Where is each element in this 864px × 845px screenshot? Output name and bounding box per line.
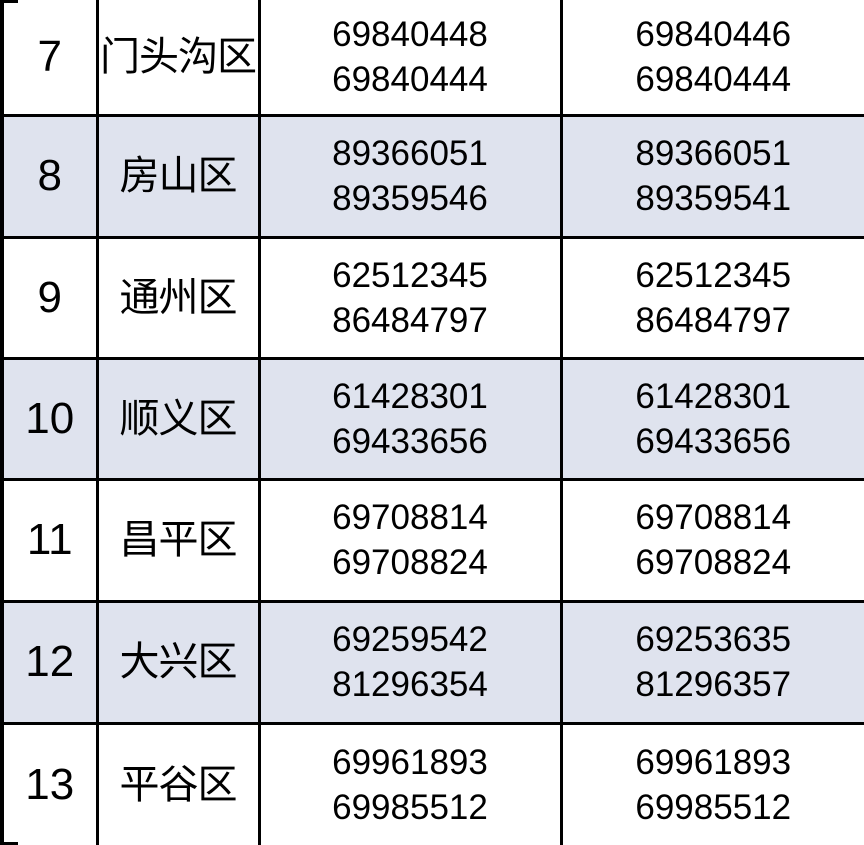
district-name-cell: 通州区 [95, 235, 261, 360]
district-name-cell: 房山区 [95, 113, 261, 239]
row-number-cell: 8 [0, 113, 99, 239]
phone-cell-primary: 69961893 69985512 [257, 721, 563, 845]
district-name-cell: 大兴区 [95, 599, 261, 725]
row-number-cell: 11 [0, 477, 99, 603]
phone-cell-secondary: 69840446 69840444 [559, 0, 864, 117]
table-row: 13 平谷区 69961893 69985512 69961893 69985512 [0, 721, 864, 845]
phone-cell-primary: 61428301 69433656 [257, 356, 563, 481]
table-row: 9 通州区 62512345 86484797 62512345 86484797 [0, 235, 864, 360]
table-row: 7 门头沟区 69840448 69840444 69840446 69840444 [0, 0, 864, 117]
table-row: 11 昌平区 69708814 69708824 69708814 69708824 [0, 477, 864, 603]
table-row: 12 大兴区 69259542 81296354 69253635 81296357 [0, 599, 864, 725]
phone-number: 69253635 [635, 620, 792, 659]
phone-number: 61428301 [635, 376, 792, 416]
district-name-cell: 平谷区 [95, 721, 261, 845]
row-number-cell: 10 [0, 356, 99, 481]
table-row: 10 顺义区 61428301 69433656 61428301 69433656 [0, 356, 864, 481]
row-number-cell: 12 [0, 599, 99, 725]
district-name-cell: 顺义区 [95, 356, 261, 481]
row-number-cell: 7 [0, 0, 99, 117]
phone-number: 62512345 [332, 255, 488, 295]
phone-number: 86484797 [635, 300, 792, 340]
district-name-cell: 门头沟区 [95, 0, 261, 117]
phone-number: 89366051 [332, 134, 488, 173]
cropped-top-border-fragment [0, 0, 18, 3]
phone-number: 69708814 [635, 498, 792, 537]
phone-cell-secondary: 69253635 81296357 [559, 599, 864, 725]
phone-number: 61428301 [332, 376, 488, 416]
phone-number: 69961893 [332, 742, 488, 782]
phone-cell-secondary: 69961893 69985512 [559, 721, 864, 845]
phone-number: 89359541 [635, 179, 792, 218]
phone-number: 69985512 [635, 787, 792, 827]
phone-number: 69433656 [332, 421, 488, 461]
phone-number: 62512345 [635, 255, 792, 295]
phone-cell-secondary: 89366051 89359541 [559, 113, 864, 239]
phone-cell-primary: 69259542 81296354 [257, 599, 563, 725]
phone-number: 69840444 [635, 59, 792, 99]
phone-number: 69433656 [635, 421, 792, 461]
phone-cell-primary: 89366051 89359546 [257, 113, 563, 239]
phone-cell-secondary: 69708814 69708824 [559, 477, 864, 603]
table-row: 8 房山区 89366051 89359546 89366051 89359541 [0, 113, 864, 239]
phone-number: 69708814 [332, 498, 488, 537]
phone-number: 69840446 [635, 14, 792, 54]
row-number-cell: 9 [0, 235, 99, 360]
phone-number: 69840444 [332, 59, 488, 99]
phone-cell-secondary: 62512345 86484797 [559, 235, 864, 360]
phone-cell-primary: 62512345 86484797 [257, 235, 563, 360]
phone-cell-primary: 69708814 69708824 [257, 477, 563, 603]
phone-number: 86484797 [332, 300, 488, 340]
phone-cell-primary: 69840448 69840444 [257, 0, 563, 117]
district-name-cell: 昌平区 [95, 477, 261, 603]
phone-number: 69708824 [332, 543, 488, 582]
phone-number: 89366051 [635, 134, 792, 173]
phone-cell-secondary: 61428301 69433656 [559, 356, 864, 481]
phone-number: 69985512 [332, 787, 488, 827]
phone-number: 69840448 [332, 14, 488, 54]
phone-number: 69961893 [635, 742, 792, 782]
phone-number: 81296357 [635, 665, 792, 704]
phone-number: 69708824 [635, 543, 792, 582]
phone-number: 69259542 [332, 620, 488, 659]
phone-number: 81296354 [332, 665, 488, 704]
cropped-bottom-border-fragment [0, 842, 18, 845]
row-number-cell: 13 [0, 721, 99, 845]
phone-number: 89359546 [332, 179, 488, 218]
